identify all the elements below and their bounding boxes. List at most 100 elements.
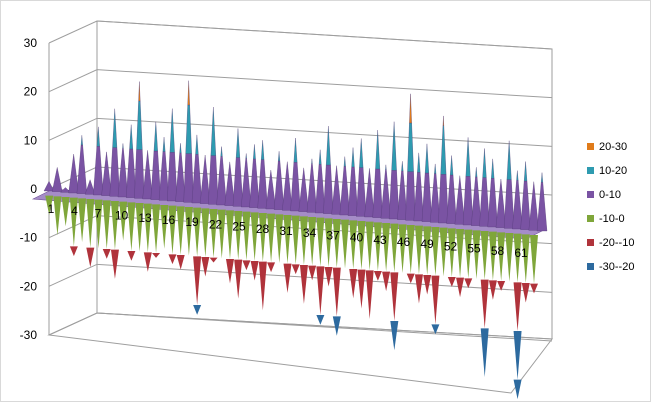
surface-mark <box>347 147 359 216</box>
surface-facet <box>80 135 83 146</box>
surface-mark <box>423 226 432 295</box>
surface-facet <box>153 121 158 152</box>
surface-facet <box>152 204 161 253</box>
surface-facet <box>351 147 355 168</box>
surface-mark <box>390 223 399 351</box>
surface-mark <box>339 156 350 216</box>
z-tick-label: 20 <box>24 85 38 99</box>
x-tick-label: 4 <box>71 204 78 218</box>
surface-facet <box>343 156 346 167</box>
surface-mark <box>431 227 440 335</box>
surface-mark <box>439 227 448 277</box>
surface-facet <box>152 253 161 258</box>
surface-mark <box>331 165 342 215</box>
surface-facet <box>438 174 449 224</box>
surface-mark <box>421 143 433 222</box>
surface-facet <box>488 280 497 300</box>
surface-mark <box>314 149 326 214</box>
surface-facet <box>439 227 448 277</box>
surface-facet <box>299 265 308 304</box>
surface-facet <box>423 275 432 295</box>
surface-facet <box>385 164 387 170</box>
surface-mark <box>216 146 227 206</box>
surface-facet <box>456 229 465 278</box>
surface-facet <box>250 261 259 281</box>
surface-facet <box>273 160 285 210</box>
surface-mark <box>471 167 482 226</box>
surface-facet <box>127 251 136 261</box>
surface-mark <box>513 233 522 400</box>
surface-facet <box>314 164 326 214</box>
surface-mark <box>283 215 292 293</box>
surface-facet <box>413 172 424 222</box>
surface-mark <box>134 81 145 199</box>
surface-mark <box>117 143 129 198</box>
surface-mark <box>382 223 391 292</box>
surface-facet <box>316 266 325 315</box>
surface-mark <box>86 199 95 268</box>
surface-facet <box>184 207 193 256</box>
z-tick-label: 30 <box>24 36 38 50</box>
surface-facet <box>521 234 530 283</box>
surface-facet <box>101 151 112 196</box>
surface-facet <box>283 263 292 293</box>
surface-facet <box>191 154 203 204</box>
surface-mark <box>406 225 415 284</box>
surface-facet <box>480 279 489 329</box>
surface-mark <box>480 231 489 377</box>
z-axis: 30 20 10 0 -10 -20 -30 <box>20 36 38 342</box>
surface-mark <box>143 203 152 272</box>
surface-facet <box>299 216 308 265</box>
surface-facet <box>462 176 474 226</box>
surface-facet <box>446 174 457 224</box>
surface-facet <box>291 215 300 265</box>
surface-facet <box>472 230 481 279</box>
surface-mark <box>324 218 333 287</box>
x-tick-label: 34 <box>303 226 317 240</box>
surface-facet <box>138 81 141 102</box>
surface-facet <box>168 254 177 265</box>
x-tick-label: 25 <box>232 220 246 234</box>
x-tick-label: 49 <box>420 237 434 251</box>
surface-facet <box>69 246 78 257</box>
surface-facet <box>405 171 416 221</box>
surface-facet <box>454 175 465 225</box>
surface-facet <box>258 213 267 262</box>
legend-swatch <box>587 215 594 222</box>
surface-facet <box>86 247 95 268</box>
surface-facet <box>60 187 71 193</box>
surface-facet <box>523 161 528 182</box>
surface-facet <box>187 80 190 106</box>
x-tick-label: 37 <box>326 228 340 242</box>
surface-facet <box>253 144 256 160</box>
surface-facet <box>390 223 399 273</box>
surface-facet <box>480 328 489 377</box>
surface-facet <box>316 315 325 325</box>
surface-facet <box>434 163 437 174</box>
surface-facet <box>167 152 178 202</box>
surface-facet <box>491 158 495 179</box>
surface-mark <box>414 225 423 304</box>
surface-facet <box>45 195 54 216</box>
surface-facet <box>375 130 381 170</box>
surface-mark <box>232 128 244 207</box>
surface-mark <box>267 213 276 273</box>
surface-facet <box>235 128 241 158</box>
x-tick-label: 16 <box>162 213 176 227</box>
surface-facet <box>217 209 226 259</box>
x-tick-label: 46 <box>397 235 411 249</box>
surface-mark <box>372 130 383 218</box>
surface-facet <box>258 261 267 311</box>
surface-mark <box>135 203 144 252</box>
surface-facet <box>43 180 55 192</box>
legend-entry: -30--20 <box>587 261 634 273</box>
surface-facet <box>464 278 473 289</box>
surface-mark <box>456 229 465 298</box>
surface-facet <box>513 282 522 331</box>
surface-facet <box>261 140 265 160</box>
surface-facet <box>117 148 129 198</box>
surface-facet <box>390 272 399 321</box>
surface-facet <box>391 121 397 171</box>
surface-facet <box>406 273 415 284</box>
surface-mark <box>150 121 161 200</box>
